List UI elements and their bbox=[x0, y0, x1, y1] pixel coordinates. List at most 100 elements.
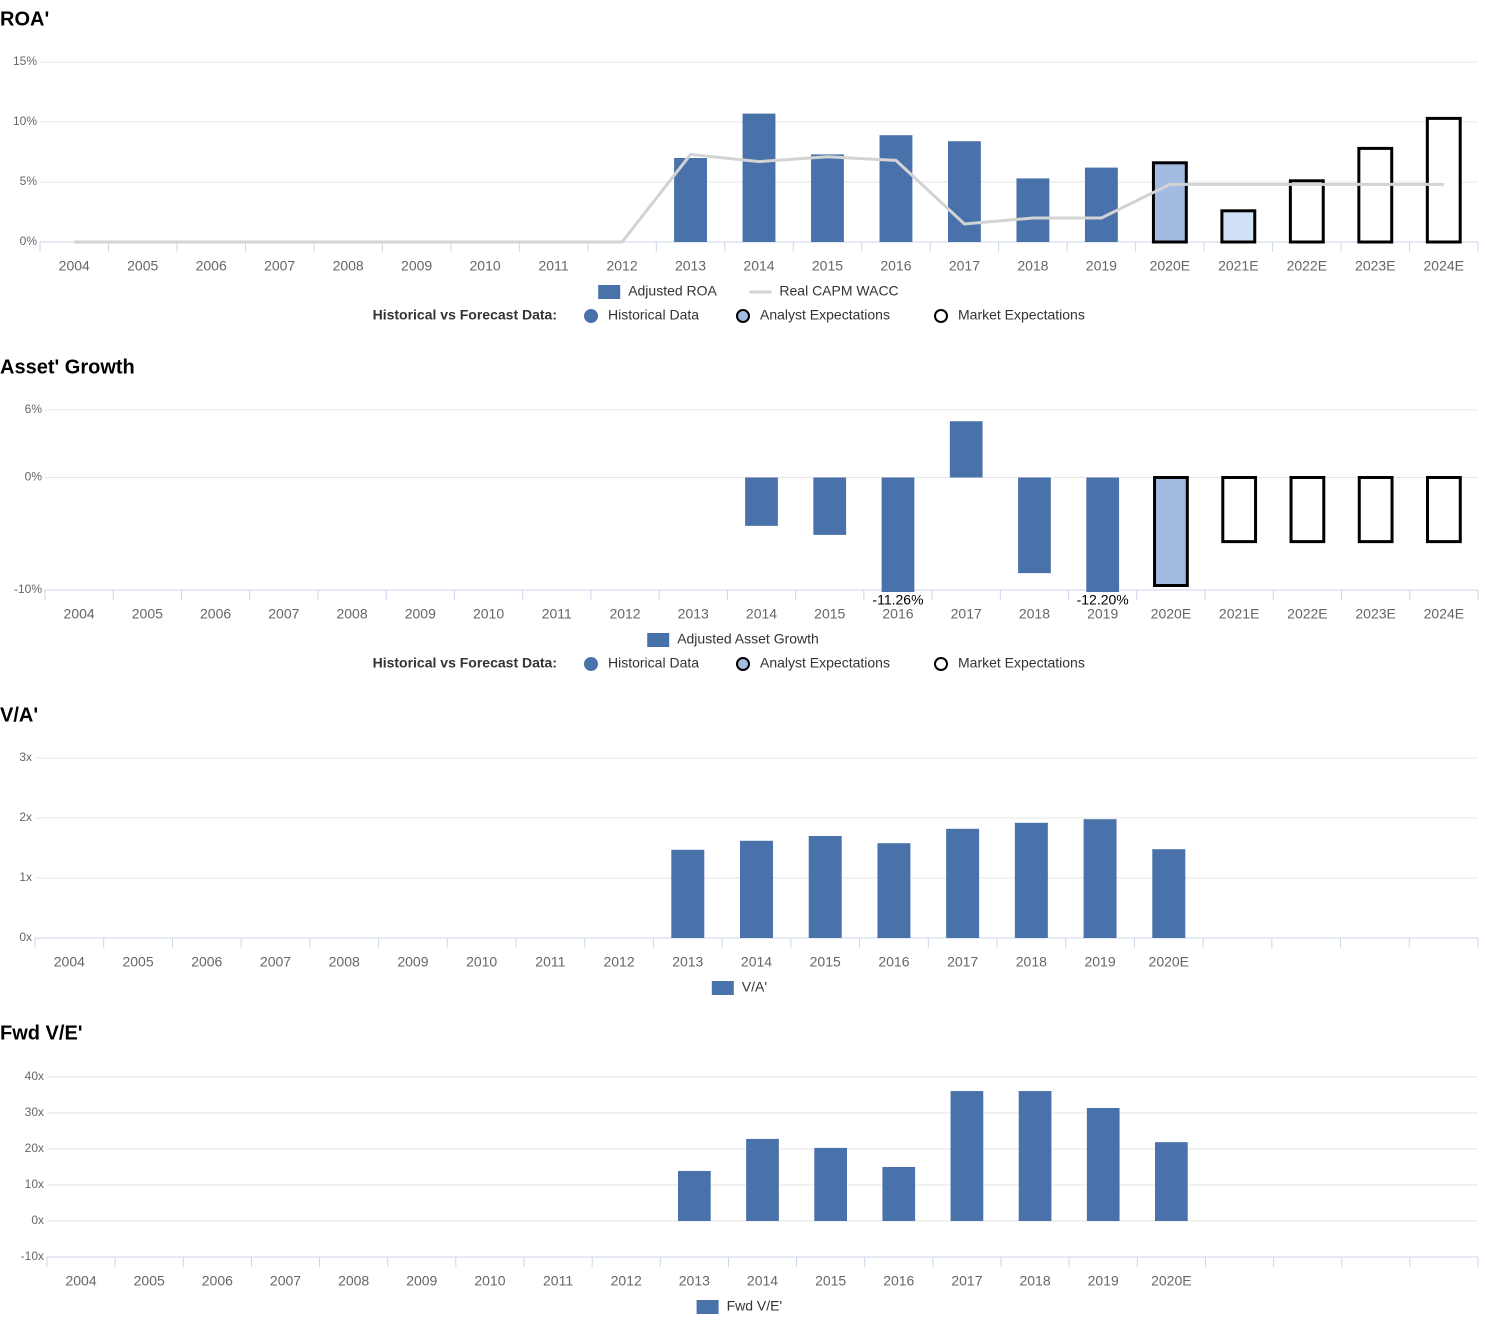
legend-label: Fwd V/E' bbox=[727, 1298, 783, 1314]
bar bbox=[745, 477, 778, 526]
x-tick-label: 2005 bbox=[132, 606, 163, 622]
chart: Asset' Growth -10% 0% 6% 2004 2005 2006 2007 200… bbox=[0, 356, 1479, 671]
legend-swatch bbox=[584, 309, 598, 323]
bar bbox=[678, 1170, 711, 1221]
x-tick-label: 2012 bbox=[606, 258, 637, 274]
y-tick-label: 15% bbox=[13, 54, 37, 68]
bar bbox=[882, 1167, 916, 1221]
bar bbox=[742, 113, 776, 242]
y-tick-label: 0% bbox=[20, 234, 38, 248]
y-tick-label: 10x bbox=[25, 1177, 44, 1191]
y-tick-label: 0x bbox=[31, 1213, 44, 1227]
x-tick-label: 2004 bbox=[64, 606, 95, 622]
bar bbox=[1220, 209, 1257, 244]
chart: ROA' 0% 5% 10% 15% 2004 2005 2006 2007 2008 2009 20… bbox=[0, 8, 1479, 323]
x-tick-label: 2006 bbox=[196, 258, 227, 274]
bar bbox=[1086, 1107, 1120, 1221]
bar bbox=[1151, 161, 1188, 244]
x-tick-label: 2005 bbox=[134, 1273, 165, 1289]
y-tick-label: 20x bbox=[25, 1141, 44, 1155]
x-tick-label: 2020E bbox=[1150, 258, 1190, 274]
y-tick-label: 10% bbox=[13, 114, 37, 128]
legend-item: V/A' bbox=[711, 979, 767, 995]
x-tick-label: 2016 bbox=[880, 258, 911, 274]
x-tick-label: 2018 bbox=[1016, 954, 1047, 970]
x-tick-label: 2018 bbox=[1019, 1273, 1050, 1289]
x-tick-label: 2019 bbox=[1086, 258, 1117, 274]
chart: Fwd V/E' -10x 0x 10x 20x 30x 40x 2004 2005 2006 20… bbox=[0, 1022, 1479, 1314]
legend-label: Historical Data bbox=[608, 655, 699, 671]
forecast-legend-item: Market Expectations bbox=[934, 655, 1085, 671]
x-tick-label: 2014 bbox=[747, 1273, 778, 1289]
bar bbox=[811, 154, 844, 242]
forecast-legend-item: Analyst Expectations bbox=[736, 307, 890, 323]
legend-swatch bbox=[696, 1300, 719, 1314]
forecast-legend-item: Historical Data bbox=[584, 307, 699, 323]
x-tick-label: 2012 bbox=[611, 1273, 642, 1289]
x-tick-label: 2006 bbox=[191, 954, 222, 970]
y-tick-label: 0% bbox=[25, 470, 43, 484]
x-tick-label: 2016 bbox=[883, 1273, 914, 1289]
legend-label: Historical Data bbox=[608, 307, 699, 323]
legend-item: Adjusted ROA bbox=[598, 283, 718, 299]
x-tick-label: 2021E bbox=[1218, 258, 1258, 274]
x-tick-label: 2009 bbox=[401, 258, 432, 274]
x-tick-label: 2010 bbox=[473, 606, 504, 622]
bar bbox=[877, 843, 911, 938]
chart: V/A' 0x 1x 2x 3x 2004 2005 2006 2007 2008 2009 2010… bbox=[0, 704, 1479, 995]
value-label-bg bbox=[867, 592, 928, 609]
x-tick-label: 2012 bbox=[609, 606, 640, 622]
bar bbox=[1426, 476, 1462, 544]
legend-swatch bbox=[647, 633, 670, 647]
bar bbox=[1084, 167, 1118, 242]
x-tick-label: 2023E bbox=[1355, 606, 1395, 622]
x-tick-label: 2018 bbox=[1019, 606, 1050, 622]
bar bbox=[1155, 1142, 1188, 1221]
y-tick-label: -10% bbox=[14, 582, 42, 596]
x-tick-label: 2017 bbox=[947, 954, 978, 970]
bar bbox=[1288, 179, 1325, 244]
bar bbox=[814, 1147, 847, 1221]
plot-area bbox=[74, 113, 1462, 244]
bar bbox=[947, 141, 981, 242]
forecast-legend-item: Market Expectations bbox=[934, 307, 1085, 323]
forecast-legend-title: Historical vs Forecast Data: bbox=[373, 655, 557, 671]
bar bbox=[674, 158, 707, 242]
plot-area bbox=[745, 421, 1462, 592]
x-tick-label: 2009 bbox=[406, 1273, 437, 1289]
legend-item: Real CAPM WACC bbox=[749, 283, 899, 299]
bar bbox=[1014, 822, 1048, 938]
x-tick-label: 2015 bbox=[812, 258, 843, 274]
bar bbox=[950, 1091, 984, 1221]
x-tick-label: 2016 bbox=[878, 954, 909, 970]
legend-item: Fwd V/E' bbox=[696, 1298, 783, 1314]
bar bbox=[1018, 1091, 1052, 1221]
x-tick-label: 2024E bbox=[1424, 258, 1464, 274]
x-tick-label: 2023E bbox=[1355, 258, 1395, 274]
bar bbox=[949, 421, 983, 478]
x-tick-label: 2013 bbox=[679, 1273, 710, 1289]
forecast-legend-title: Historical vs Forecast Data: bbox=[373, 307, 557, 323]
legend-label: Adjusted Asset Growth bbox=[677, 631, 819, 647]
bar bbox=[1357, 146, 1394, 244]
x-tick-label: 2024E bbox=[1424, 606, 1464, 622]
plot-area bbox=[678, 1091, 1188, 1221]
bar bbox=[1152, 849, 1186, 938]
value-label: -12.20% bbox=[1077, 592, 1129, 608]
x-tick-label: 2009 bbox=[405, 606, 436, 622]
forecast-legend-item: Historical Data bbox=[584, 655, 699, 671]
x-tick-label: 2017 bbox=[951, 606, 982, 622]
bar bbox=[1083, 819, 1117, 938]
y-tick-label: 2x bbox=[19, 810, 32, 824]
x-tick-label: 2006 bbox=[200, 606, 231, 622]
x-tick-label: 2007 bbox=[270, 1273, 301, 1289]
x-tick-label: 2010 bbox=[466, 954, 497, 970]
x-tick-label: 2019 bbox=[1088, 1273, 1119, 1289]
x-tick-label: 2022E bbox=[1287, 258, 1327, 274]
x-tick-label: 2016 bbox=[882, 606, 913, 622]
y-tick-label: -10x bbox=[21, 1249, 44, 1263]
x-tick-label: 2020E bbox=[1151, 1273, 1191, 1289]
x-tick-label: 2017 bbox=[949, 258, 980, 274]
bar bbox=[1016, 178, 1050, 242]
legend-swatch bbox=[736, 657, 750, 671]
